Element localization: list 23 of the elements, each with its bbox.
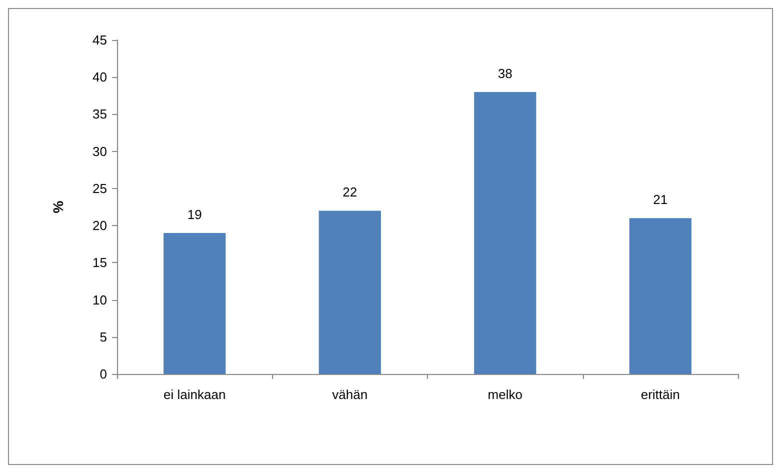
data-label: 21	[653, 192, 668, 208]
y-tick-label: 25	[92, 180, 107, 196]
x-tick-label: erittäin	[640, 387, 680, 402]
bar	[318, 210, 381, 374]
y-tick-label: 20	[92, 218, 107, 234]
data-label: 38	[498, 66, 512, 81]
x-tick-label: vähän	[332, 387, 368, 402]
y-tick-label: 30	[92, 144, 107, 159]
y-tick-label: 45	[92, 32, 107, 48]
y-axis-title: %	[50, 200, 66, 214]
y-tick-label: 40	[92, 70, 107, 85]
bar	[629, 218, 692, 374]
bar	[164, 232, 226, 374]
y-tick-label: 15	[92, 255, 107, 270]
bar	[474, 92, 536, 374]
x-tick-label: melko	[488, 387, 522, 402]
y-tick-label: 0	[100, 366, 107, 382]
x-tick-label: ei lainkaan	[164, 387, 226, 402]
y-tick-label: 10	[92, 292, 107, 308]
y-tick-label: 35	[92, 106, 107, 122]
data-label: 19	[187, 206, 202, 222]
y-tick-label: 5	[100, 329, 107, 344]
data-label: 22	[342, 184, 358, 200]
